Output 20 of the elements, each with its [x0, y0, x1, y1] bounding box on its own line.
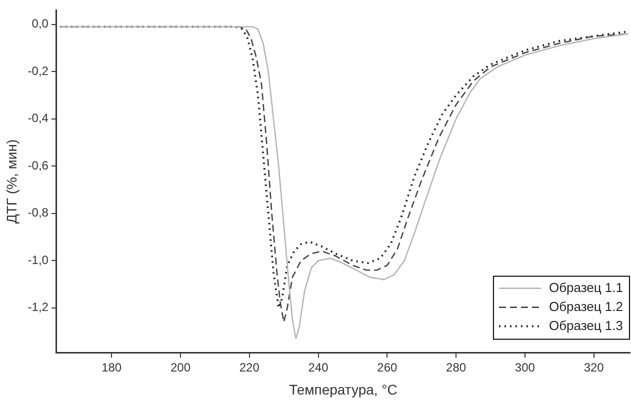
x-tick-label: 260 — [377, 360, 398, 374]
y-tick-label: -0,8 — [28, 206, 49, 220]
y-tick-label: -1,0 — [28, 252, 49, 267]
y-tick-label: -0,2 — [28, 64, 49, 78]
x-tick-label: 180 — [102, 360, 122, 374]
y-tick-label: -0,6 — [28, 158, 49, 172]
x-tick-label: 240 — [308, 360, 329, 374]
y-tick-label: -0,4 — [28, 111, 49, 126]
legend-label: Образец 1.3 — [548, 318, 623, 333]
x-tick-label: 300 — [514, 360, 536, 374]
x-tick-label: 220 — [239, 360, 260, 374]
x-tick-label: 320 — [584, 360, 604, 374]
x-tick-label: 200 — [170, 360, 191, 374]
y-tick-label: 0,0 — [32, 16, 49, 31]
y-tick-label: -1,2 — [28, 300, 49, 314]
y-axis-title: ДТГ (%, мин) — [3, 139, 20, 224]
x-axis-title: Температура, °C — [289, 381, 398, 398]
legend-label: Образец 1.2 — [548, 298, 623, 314]
x-tick-label: 280 — [446, 360, 466, 374]
legend-label: Образец 1.1 — [548, 280, 623, 295]
